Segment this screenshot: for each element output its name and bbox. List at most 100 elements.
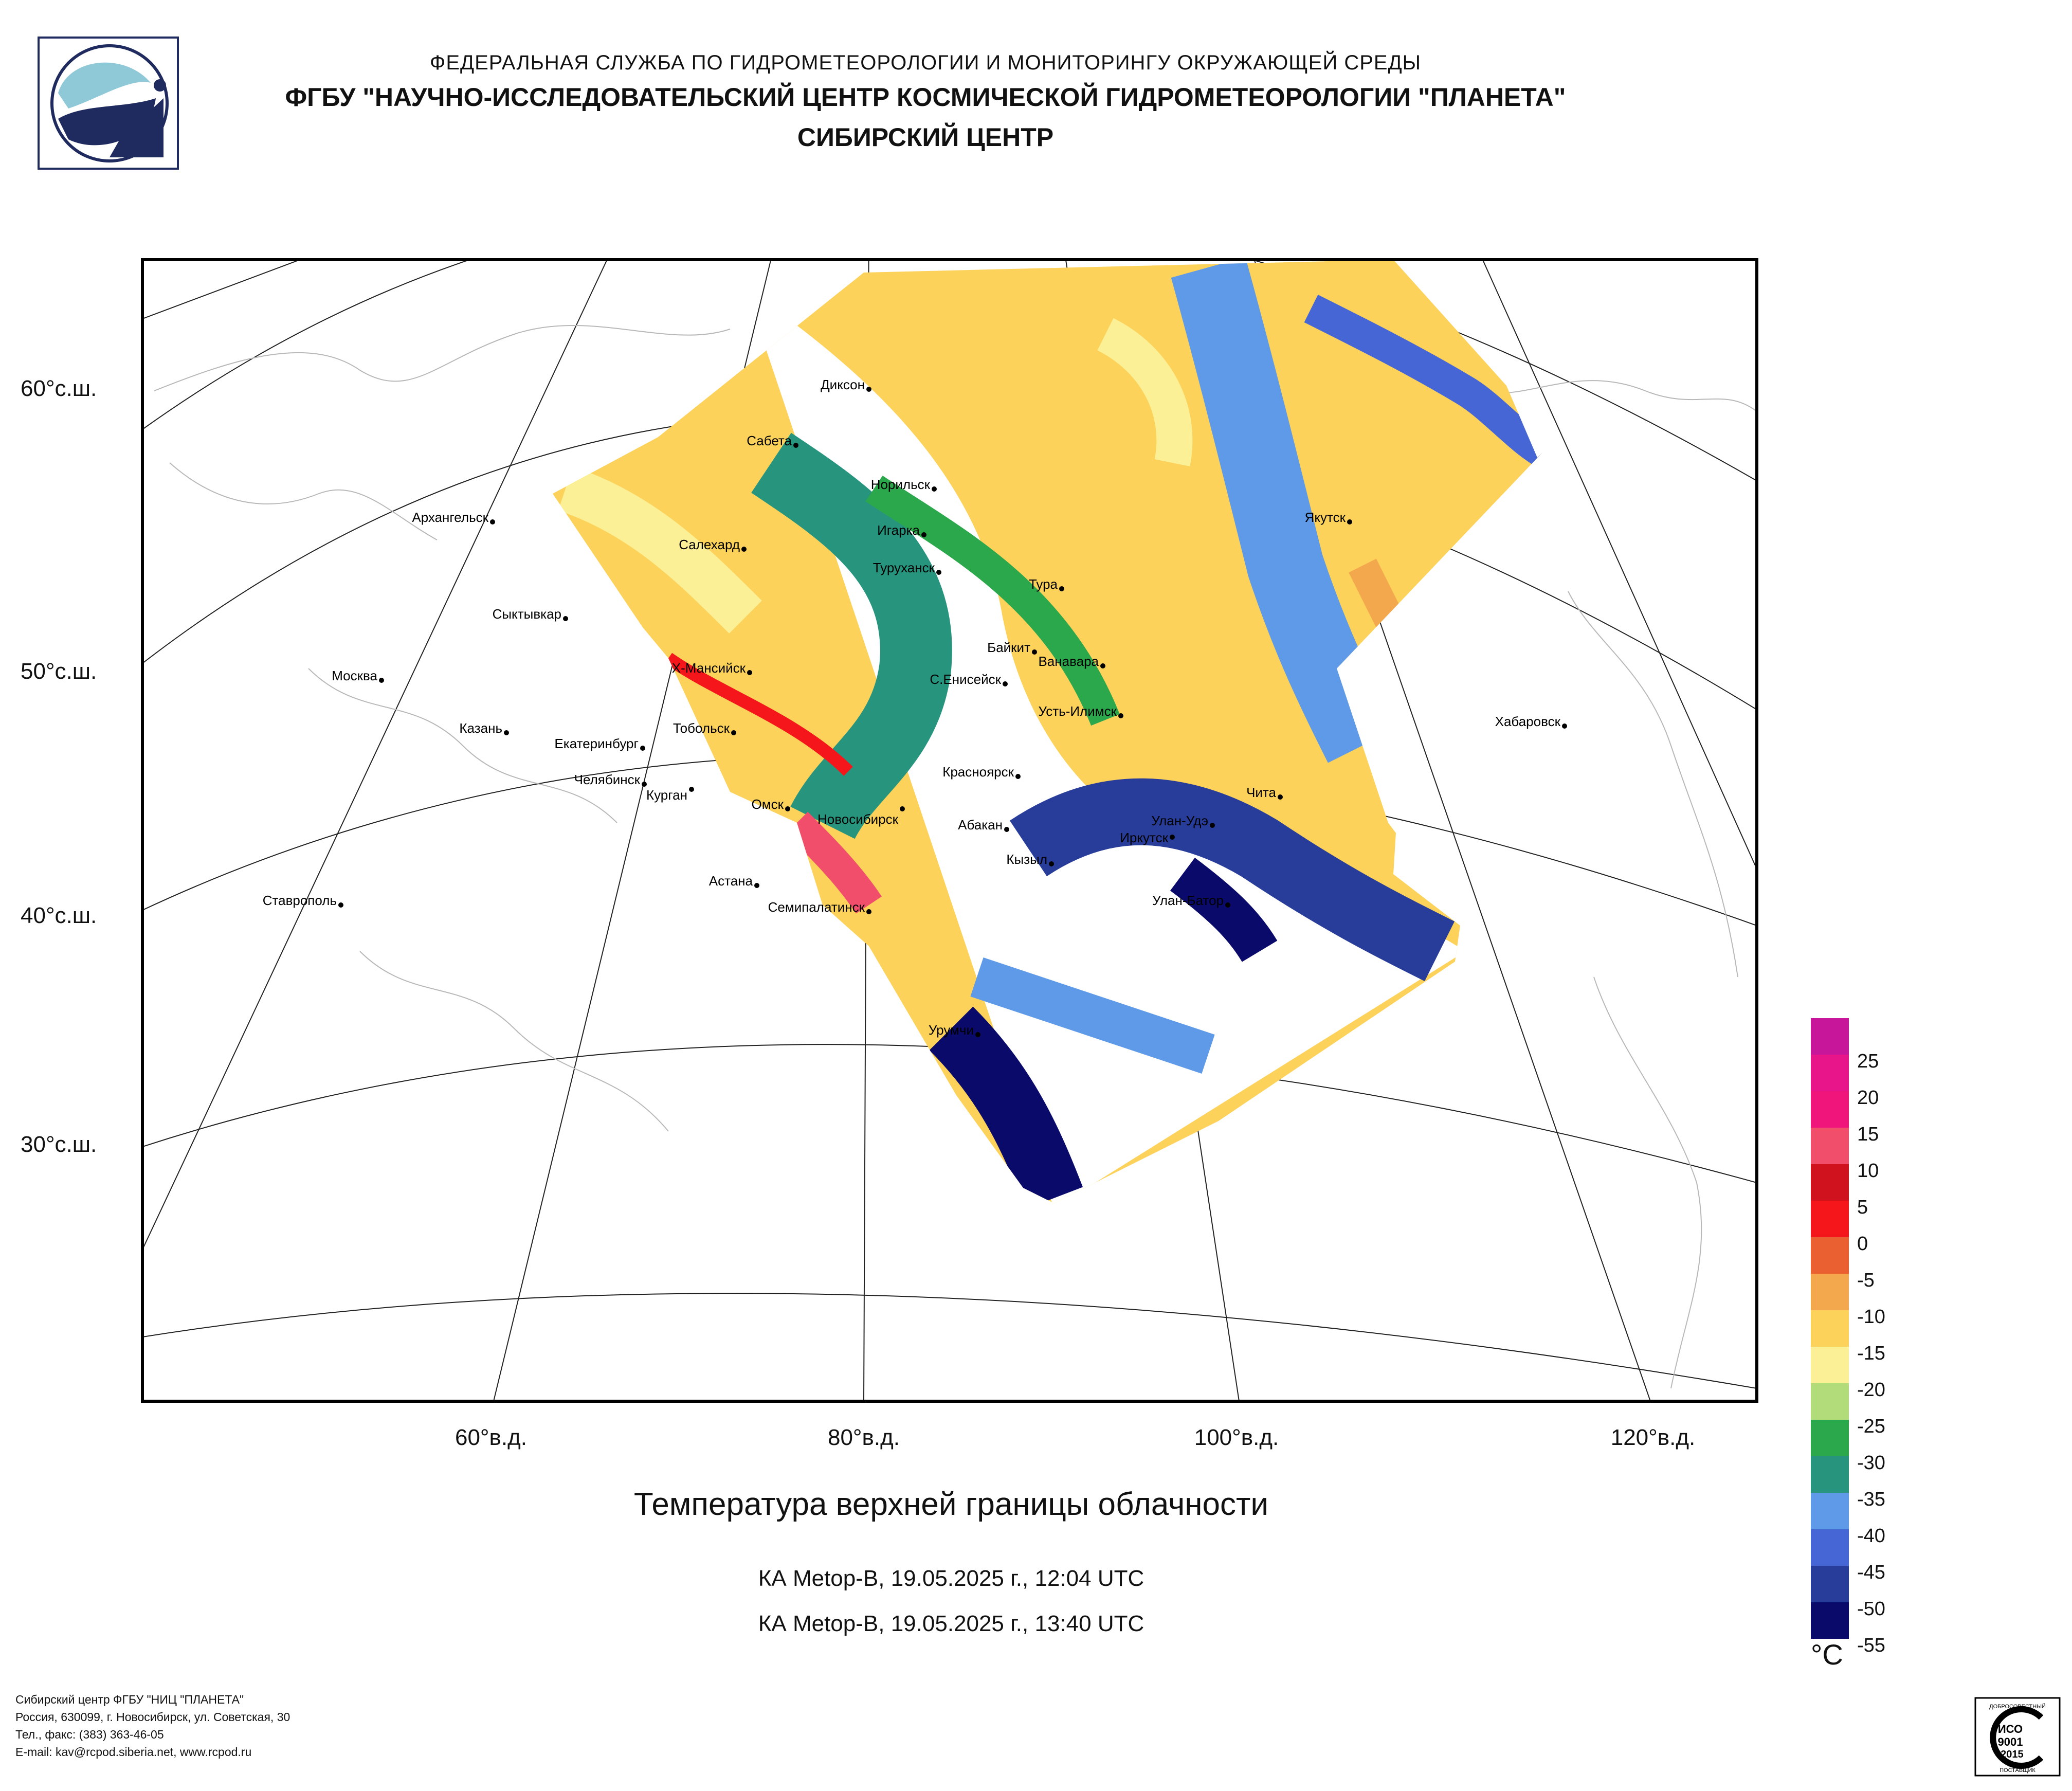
legend-label: -50 [1857,1598,1885,1620]
svg-text:Архангельск: Архангельск [412,510,488,525]
svg-text:Омск: Омск [752,797,784,812]
legend-swatch [1811,1529,1849,1566]
svg-text:С.Енисейск: С.Енисейск [930,672,1001,687]
svg-text:Курган: Курган [646,787,687,803]
svg-text:9001: 9001 [1998,1735,2023,1748]
legend-unit: °C [1811,1638,1843,1671]
city-igarka: Игарка [877,522,926,538]
legend-label: 10 [1857,1160,1879,1182]
legend-swatch [1811,1310,1849,1347]
city-novosibirsk: Новосибирск [817,806,905,827]
svg-text:Екатеринбург: Екатеринбург [554,736,639,751]
legend-label: -25 [1857,1416,1885,1437]
city-kyzyl: Кызыл [1006,852,1054,867]
city-turukhansk: Туруханск [873,560,941,575]
city-yakutsk: Якутск [1305,510,1352,525]
lat-label-30: 30°с.ш. [21,1132,97,1157]
city-vanavara: Ванавара [1038,654,1105,669]
legend-label: -10 [1857,1306,1885,1328]
city-sabeta: Сабета [747,433,798,448]
lon-label-80: 80°в.д. [828,1425,900,1450]
city-ust-ilimsk: Усть-Илимск [1038,703,1123,719]
svg-text:-2015: -2015 [1997,1749,2023,1760]
branch-title: СИБИРСКИЙ ЦЕНТР [797,123,1054,152]
svg-text:Новосибирск: Новосибирск [817,811,899,827]
legend-label: -20 [1857,1379,1885,1401]
svg-text:Чита: Чита [1246,785,1276,800]
city-khanty-mansiysk: Х-Мансийск [672,660,752,676]
legend-swatch [1811,1456,1849,1493]
lon-label-60: 60°в.д. [455,1425,527,1450]
legend-label: -55 [1857,1635,1885,1656]
legend-label: 0 [1857,1233,1868,1255]
legend-swatch [1811,1274,1849,1310]
svg-text:Игарка: Игарка [877,522,920,538]
legend-swatch [1811,1237,1849,1274]
legend-swatch [1811,1164,1849,1201]
legend-label: -30 [1857,1452,1885,1474]
svg-text:Иркутск: Иркутск [1120,830,1168,845]
lat-label-50: 50°с.ш. [21,659,97,684]
legend-swatch [1811,1018,1849,1055]
legend-swatch [1811,1602,1849,1639]
legend-label: -40 [1857,1525,1885,1547]
footer-org: Сибирский центр ФГБУ "НИЦ "ПЛАНЕТА" [15,1693,244,1706]
city-krasnoyarsk: Красноярск [942,764,1021,780]
svg-text:Якутск: Якутск [1305,510,1346,525]
legend-label: -45 [1857,1562,1885,1583]
lat-label-40: 40°с.ш. [21,903,97,928]
city-kazan: Казань [459,720,509,736]
svg-text:Челябинск: Челябинск [574,772,641,787]
svg-text:Красноярск: Красноярск [942,764,1014,780]
legend-label: -15 [1857,1343,1885,1364]
lon-label-120: 120°в.д. [1611,1425,1696,1450]
footer-address: Россия, 630099, г. Новосибирск, ул. Сове… [15,1710,290,1724]
city-ulan-bator: Улан-Батор [1152,893,1230,908]
svg-text:Норильск: Норильск [871,477,931,492]
legend-label: -35 [1857,1489,1885,1510]
city-arkhangelsk: Архангельск [412,510,495,525]
satellite-pass-2: КА Metop-B, 19.05.2025 г., 13:40 UTC [758,1611,1144,1636]
city-ekaterinburg: Екатеринбург [554,736,645,751]
svg-text:Усть-Илимск: Усть-Илимск [1038,703,1117,719]
legend-swatch [1811,1420,1849,1456]
legend-swatch [1811,1055,1849,1091]
lat-label-60: 60°с.ш. [21,376,97,401]
svg-text:Ванавара: Ванавара [1038,654,1099,669]
footer-email: E-mail: kav@rcpod.siberia.net, www.rcpod… [15,1745,252,1759]
product-title: Температура верхней границы облачности [633,1487,1269,1522]
legend-label: 25 [1857,1051,1879,1072]
city-astana: Астана [709,873,759,889]
contact-footer: Сибирский центр ФГБУ "НИЦ "ПЛАНЕТА" Росс… [15,1691,290,1761]
city-chelyabinsk: Челябинск [574,772,647,787]
svg-text:Москва: Москва [332,668,377,683]
svg-text:Диксон: Диксон [821,377,865,392]
svg-text:Туруханск: Туруханск [873,560,935,575]
svg-text:Улан-Удэ: Улан-Удэ [1151,813,1208,828]
legend-label: 5 [1857,1197,1868,1218]
city-chita: Чита [1246,785,1283,800]
legend-swatch [1811,1493,1849,1529]
agency-title: ФЕДЕРАЛЬНАЯ СЛУЖБА ПО ГИДРОМЕТЕОРОЛОГИИ … [429,51,1422,74]
city-salekhard: Салехард [679,537,747,552]
city-syktyvkar: Сыктывкар [493,606,568,622]
satellite-pass-1: КА Metop-B, 19.05.2025 г., 12:04 UTC [758,1566,1144,1591]
iso-certification-badge: ДОБРОСОВЕСТНЫЙ ИСО 9001 -2015 ПОСТАВЩИК [1974,1697,2061,1777]
city-s-eniseysk: С.Енисейск [930,672,1008,687]
legend-label: 20 [1857,1087,1879,1109]
svg-text:Тура: Тура [1029,576,1058,592]
svg-text:Кызыл: Кызыл [1006,852,1047,867]
svg-text:Сабета: Сабета [747,433,792,448]
svg-text:ИСО: ИСО [1998,1723,2023,1735]
city-irkutsk: Иркутск [1120,830,1175,845]
legend-label: 15 [1857,1124,1879,1145]
city-omsk: Омск [752,797,790,812]
legend-swatch [1811,1091,1849,1128]
city-moskva: Москва [332,668,384,683]
svg-text:Байкит: Байкит [987,640,1030,655]
planeta-logo [38,37,179,170]
legend-swatch [1811,1347,1849,1383]
svg-text:Улан-Батор: Улан-Батор [1152,893,1224,908]
city-ulan-ude: Улан-Удэ [1151,813,1215,828]
